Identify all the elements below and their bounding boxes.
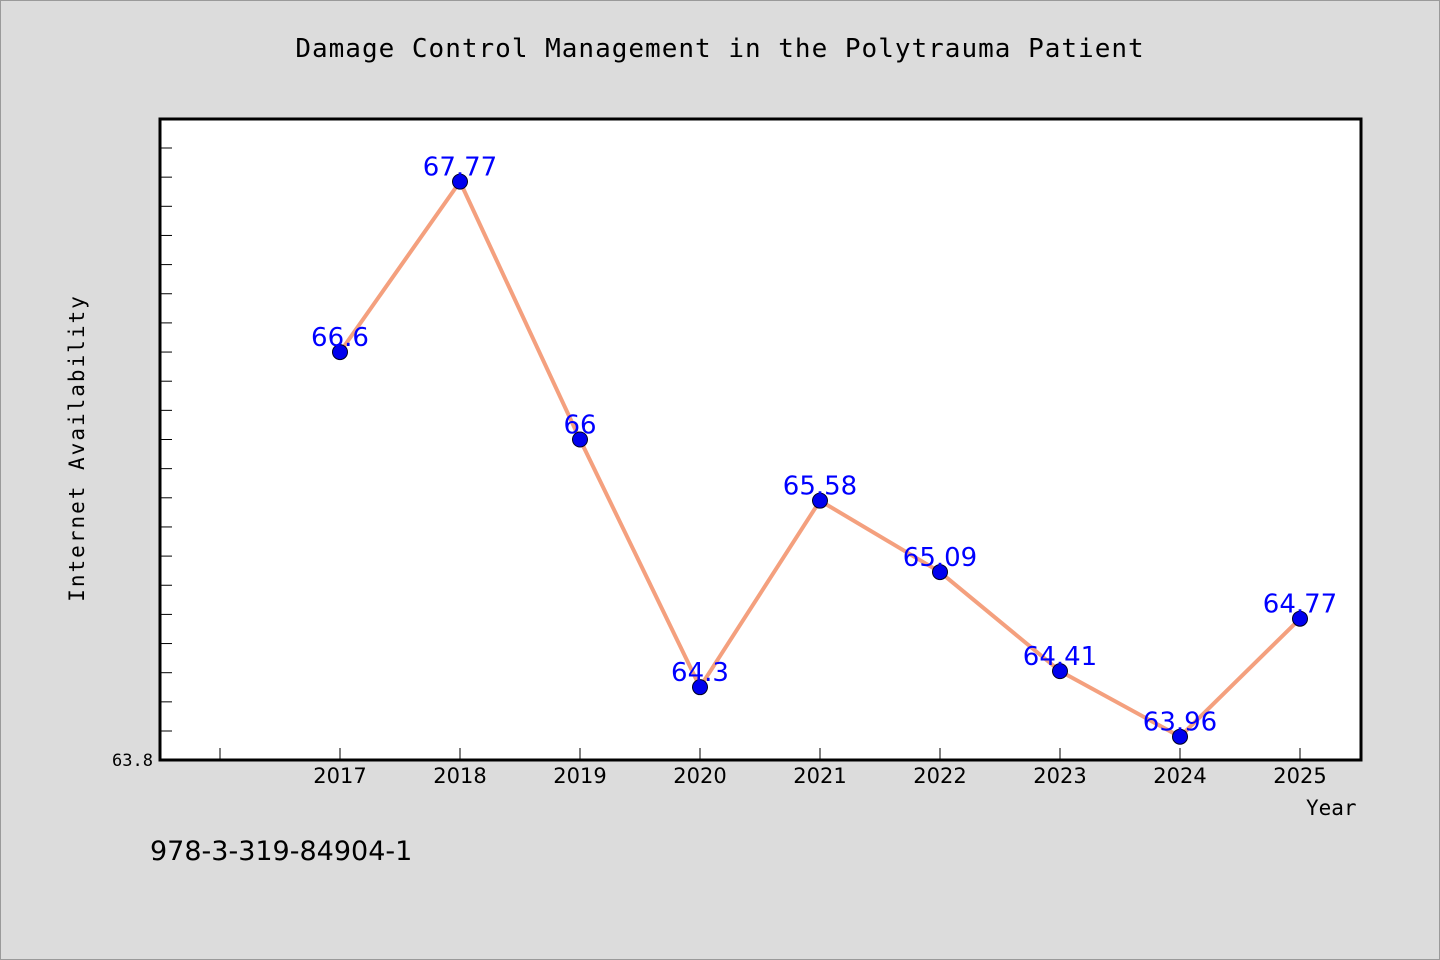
x-tick-label: 2022	[913, 764, 966, 788]
x-tick-labels: 2017 2018 2019 2020 2021 2022 2023 2024 2025	[313, 764, 1326, 788]
data-label: 63.96	[1143, 708, 1217, 738]
data-point	[692, 679, 708, 696]
y-axis-ticks	[160, 147, 172, 732]
data-label: 65.09	[903, 543, 977, 573]
x-tick-label: 2020	[673, 764, 726, 788]
x-tick-label: 2017	[313, 764, 366, 788]
data-point	[812, 492, 828, 509]
data-label: 65.58	[783, 472, 857, 502]
data-point	[1052, 663, 1068, 680]
data-point	[932, 564, 948, 581]
data-point	[452, 173, 468, 190]
footer-isbn: 978-3-319-84904-1	[150, 836, 413, 867]
data-point	[1292, 610, 1308, 627]
data-label: 67.77	[423, 153, 497, 183]
plot-area	[158, 117, 1363, 762]
x-tick-label: 2021	[793, 764, 846, 788]
data-label: 66.6	[311, 323, 369, 353]
x-tick-label: 2023	[1033, 764, 1086, 788]
data-point	[332, 344, 348, 361]
data-point	[1172, 728, 1188, 745]
data-labels: 66.6 67.77 66 64.3 65.58 65.09 64.41 63.96 64.77	[311, 153, 1337, 738]
data-label: 64.3	[671, 658, 729, 688]
chart-title: Damage Control Management in the Polytra…	[295, 34, 1145, 64]
x-axis-label: Year	[1306, 796, 1357, 820]
data-point	[572, 431, 588, 448]
x-axis-ticks	[219, 748, 1301, 760]
data-label: 64.41	[1023, 642, 1097, 672]
data-label: 64.77	[1263, 590, 1337, 620]
x-tick-label: 2025	[1273, 764, 1326, 788]
data-label: 66	[563, 411, 596, 441]
x-tick-label: 2019	[553, 764, 606, 788]
x-tick-label: 2018	[433, 764, 486, 788]
series-markers	[332, 173, 1308, 745]
y-tick-label: 63.8	[112, 751, 153, 771]
x-tick-label: 2024	[1153, 764, 1206, 788]
